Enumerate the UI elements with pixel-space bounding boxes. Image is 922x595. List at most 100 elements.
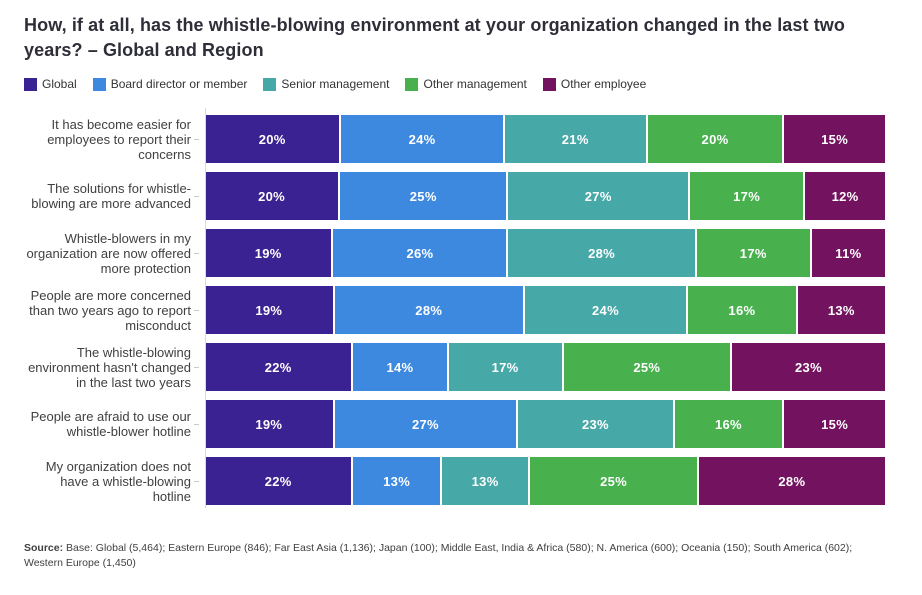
chart-row: Whistle-blowers in my organization are n… [24, 229, 885, 277]
bar-segment-global: 19% [205, 400, 333, 448]
bar-segment-senior-management: 21% [504, 115, 646, 163]
bar-segment-senior-management: 13% [441, 457, 529, 505]
bar-segment-other-employee: 23% [731, 343, 886, 391]
segment-value-label: 19% [255, 416, 283, 432]
bar-segment-other-management: 16% [688, 286, 796, 334]
segment-value-label: 27% [584, 188, 612, 204]
segment-value-label: 17% [739, 245, 767, 261]
bar-segment-other-employee: 12% [805, 172, 885, 220]
bar-segment-other-management: 25% [530, 457, 697, 505]
segment-value-label: 28% [778, 473, 806, 489]
chart-row: My organization does not have a whistle-… [24, 457, 886, 505]
segment-value-label: 23% [795, 359, 822, 375]
category-label: My organization does not have a whistle-… [24, 459, 200, 504]
segment-value-label: 28% [415, 302, 443, 318]
bar-segment-other-employee: 15% [784, 115, 886, 163]
bar-segment-other-employee: 28% [698, 457, 886, 505]
bar-segment-other-management: 20% [647, 115, 783, 163]
bar-segment-senior-management: 23% [518, 400, 673, 448]
bar-segment-board-director-or-member: 26% [333, 229, 507, 277]
chart-row: People are more concerned than two years… [24, 286, 885, 334]
legend-swatch [405, 77, 419, 91]
legend-label: Global [42, 77, 77, 91]
segment-value-label: 15% [821, 131, 849, 147]
segment-value-label: 19% [254, 245, 282, 261]
segment-value-label: 12% [831, 188, 859, 204]
legend: Global Board director or member Senior man… [24, 77, 885, 91]
bar-segment-board-director-or-member: 25% [340, 172, 507, 220]
legend-swatch [92, 77, 106, 91]
bar-segment-senior-management: 28% [508, 229, 695, 277]
bar-segment-other-employee: 13% [797, 286, 885, 334]
segment-value-label: 23% [581, 416, 609, 432]
bar-segment-global: 20% [205, 172, 339, 220]
legend-item-other-employee: Other employee [542, 77, 647, 91]
bar-segment-other-employee: 11% [811, 229, 885, 277]
stacked-bar: 19% 27% 23% 16% 15% [205, 400, 885, 448]
segment-value-label: 13% [383, 473, 411, 489]
segment-value-label: 20% [701, 131, 729, 147]
segment-value-label: 25% [600, 473, 627, 489]
segment-value-label: 26% [406, 245, 434, 261]
segment-value-label: 13% [471, 473, 499, 489]
bar-segment-other-employee: 15% [784, 400, 885, 448]
legend-label: Other management [423, 77, 527, 91]
legend-swatch [542, 77, 556, 91]
bar-segment-other-management: 16% [674, 400, 783, 448]
segment-value-label: 17% [733, 188, 761, 204]
segment-value-label: 19% [255, 302, 283, 318]
legend-label: Board director or member [110, 77, 248, 91]
legend-swatch [263, 77, 277, 91]
segment-value-label: 25% [633, 359, 661, 375]
legend-label: Other employee [560, 77, 647, 91]
legend-swatch [24, 77, 37, 91]
bar-segment-global: 20% [205, 115, 340, 163]
category-label: People are afraid to use our whistle-blo… [24, 409, 200, 439]
segment-value-label: 13% [827, 302, 855, 318]
chart-rows: It has become easier for employees to re… [24, 115, 886, 505]
segment-value-label: 22% [264, 473, 292, 489]
stacked-bar: 19% 28% 24% 16% 13% [205, 286, 885, 334]
segment-value-label: 28% [588, 245, 616, 261]
source-label: Source: [24, 542, 64, 554]
segment-value-label: 11% [835, 245, 862, 261]
legend-item-global: Global [24, 77, 77, 91]
chart-row: The whistle-blowing environment hasn't c… [24, 343, 886, 391]
bar-segment-board-director-or-member: 27% [334, 400, 517, 448]
bar-segment-global: 19% [205, 229, 332, 277]
stacked-bar: 19% 26% 28% 17% 11% [205, 229, 885, 277]
category-label: People are more concerned than two years… [24, 288, 200, 333]
category-label: Whistle-blowers in my organization are n… [24, 231, 200, 276]
segment-value-label: 15% [821, 416, 849, 432]
stacked-bar: 22% 14% 17% 25% 23% [205, 343, 886, 391]
chart-row: It has become easier for employees to re… [24, 115, 886, 163]
y-axis-line [205, 108, 206, 508]
source-text: Base: Global (5,464); Eastern Europe (84… [24, 542, 853, 569]
bar-segment-global: 22% [205, 343, 352, 391]
chart-row: The solutions for whistle-blowing are mo… [24, 172, 885, 220]
category-label: The solutions for whistle-blowing are mo… [24, 181, 200, 211]
bar-segment-board-director-or-member: 14% [353, 343, 447, 391]
legend-item-other-management: Other management [405, 77, 527, 91]
bar-segment-other-management: 25% [563, 343, 730, 391]
chart-row: People are afraid to use our whistle-blo… [24, 400, 885, 448]
bar-segment-global: 22% [205, 457, 352, 505]
segment-value-label: 22% [264, 359, 292, 375]
segment-value-label: 25% [409, 188, 437, 204]
segment-value-label: 27% [411, 416, 439, 432]
segment-value-label: 24% [408, 131, 436, 147]
bar-segment-board-director-or-member: 24% [341, 115, 503, 163]
stacked-bar: 20% 24% 21% 20% 15% [205, 115, 886, 163]
bar-segment-senior-management: 24% [524, 286, 687, 334]
bar-segment-board-director-or-member: 28% [334, 286, 523, 334]
segment-value-label: 21% [561, 131, 589, 147]
bar-segment-other-management: 17% [690, 172, 804, 220]
segment-value-label: 17% [491, 359, 519, 375]
category-label: It has become easier for employees to re… [24, 117, 200, 162]
segment-value-label: 24% [592, 302, 619, 318]
bar-segment-global: 19% [205, 286, 333, 334]
segment-value-label: 16% [728, 302, 756, 318]
segment-value-label: 16% [714, 416, 742, 432]
chart-title: How, if at all, has the whistle-blowing … [24, 15, 846, 60]
